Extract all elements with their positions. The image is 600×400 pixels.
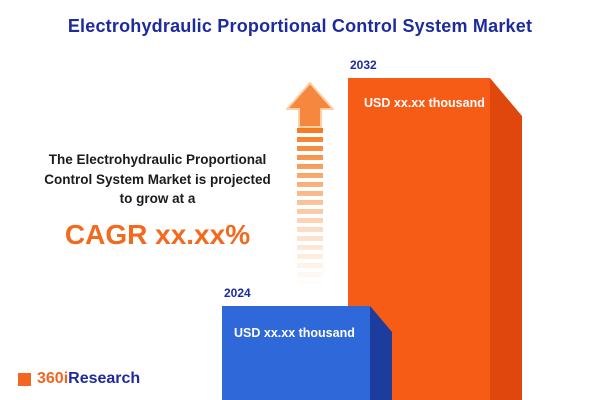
page-title: Electrohydraulic Proportional Control Sy… — [67, 16, 533, 36]
bar-2024-value-label: USD xx.xx thousand — [234, 326, 355, 340]
cagr-value: CAGR xx.xx% — [64, 218, 251, 250]
bar-2032-value-label: USD xx.xx thousand — [364, 96, 485, 110]
bar-year-label-2032: 2032 — [350, 58, 377, 72]
description-line: to grow at a — [119, 191, 196, 207]
logo-prefix: 360i — [37, 370, 69, 387]
bar-2024 — [222, 306, 370, 400]
description-line: Control System Market is projected — [44, 171, 271, 187]
bar-2032-side-face — [490, 78, 522, 400]
brand-logo: 360iResearch — [18, 370, 140, 388]
logo-square-icon — [18, 372, 31, 386]
bar-2024-side-face — [370, 306, 392, 400]
growth-arrow-dashed-tail — [297, 128, 323, 286]
logo-text: 360iResearch — [37, 370, 140, 388]
bar-year-label-2024: 2024 — [224, 286, 251, 300]
description-block: The Electrohydraulic Proportional Contro… — [10, 150, 305, 251]
description-line: The Electrohydraulic Proportional — [48, 152, 267, 167]
logo-suffix: Research — [68, 370, 141, 387]
growth-arrow-icon — [286, 82, 334, 133]
